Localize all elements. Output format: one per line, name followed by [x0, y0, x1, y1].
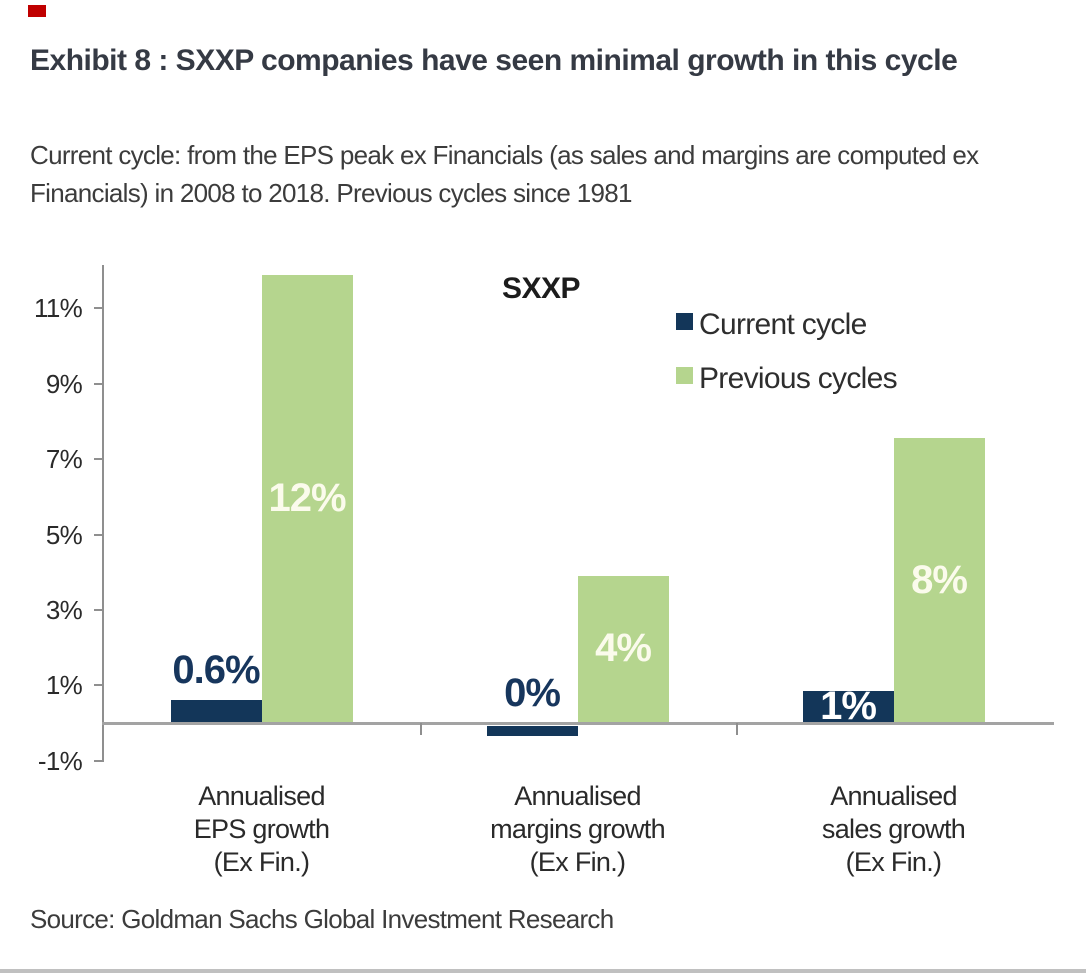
bottom-rule — [0, 969, 1086, 973]
y-tick-label: 7% — [45, 444, 83, 475]
y-tick-mark — [94, 684, 103, 687]
chart-legend: Current cycle Previous cycles — [676, 308, 898, 416]
bar-current-cycle — [486, 726, 578, 737]
y-tick-label: 3% — [45, 594, 83, 625]
category-label: Annualised sales growth (Ex Fin.) — [821, 781, 966, 877]
bar-previous-cycles — [261, 275, 353, 723]
bar-previous-cycles — [893, 438, 985, 723]
category-label: Annualised EPS growth (Ex Fin.) — [193, 781, 330, 877]
red-accent-mark — [28, 5, 46, 17]
y-tick-mark — [94, 382, 103, 385]
legend-swatch-icon — [676, 313, 693, 330]
y-tick-label: 9% — [45, 368, 83, 399]
bar-previous-cycles — [577, 575, 669, 723]
legend-swatch-icon — [676, 367, 693, 384]
bar-current-cycle — [802, 690, 894, 723]
bar-value-label: 12% — [268, 476, 346, 521]
legend-item: Current cycle — [676, 308, 897, 341]
category-label: Annualised margins growth (Ex Fin.) — [490, 781, 665, 877]
bar-current-cycle — [170, 700, 262, 723]
y-tick-mark — [94, 458, 103, 461]
y-tick-mark — [94, 608, 103, 611]
bar-value-label: 8% — [911, 557, 968, 602]
exhibit-subtitle: Current cycle: from the EPS peak ex Fina… — [30, 140, 979, 208]
y-tick-label: -1% — [37, 745, 83, 776]
y-axis-line — [102, 265, 104, 762]
x-axis-line — [102, 722, 1054, 725]
y-tick-mark — [94, 759, 103, 762]
y-tick-label: 11% — [33, 293, 83, 324]
chart-title: SXXP — [502, 272, 581, 305]
bar-value-label: 0% — [504, 671, 561, 715]
exhibit-title: Exhibit 8 : SXXP companies have seen min… — [30, 44, 958, 77]
legend-item: Previous cycles — [676, 362, 898, 395]
y-tick-mark — [94, 533, 103, 536]
legend-label: Current cycle — [699, 308, 867, 341]
x-axis-tick — [419, 723, 422, 735]
y-tick-label: 1% — [45, 670, 83, 701]
bar-value-label: 1% — [820, 683, 877, 728]
bar-value-label: 0.6% — [172, 648, 260, 693]
y-tick-label: 5% — [45, 519, 83, 550]
bar-value-label: 4% — [595, 626, 652, 671]
source-line: Source: Goldman Sachs Global Investment … — [30, 904, 614, 934]
x-axis-tick — [735, 723, 738, 735]
legend-label: Previous cycles — [699, 362, 898, 395]
y-tick-mark — [94, 307, 103, 310]
